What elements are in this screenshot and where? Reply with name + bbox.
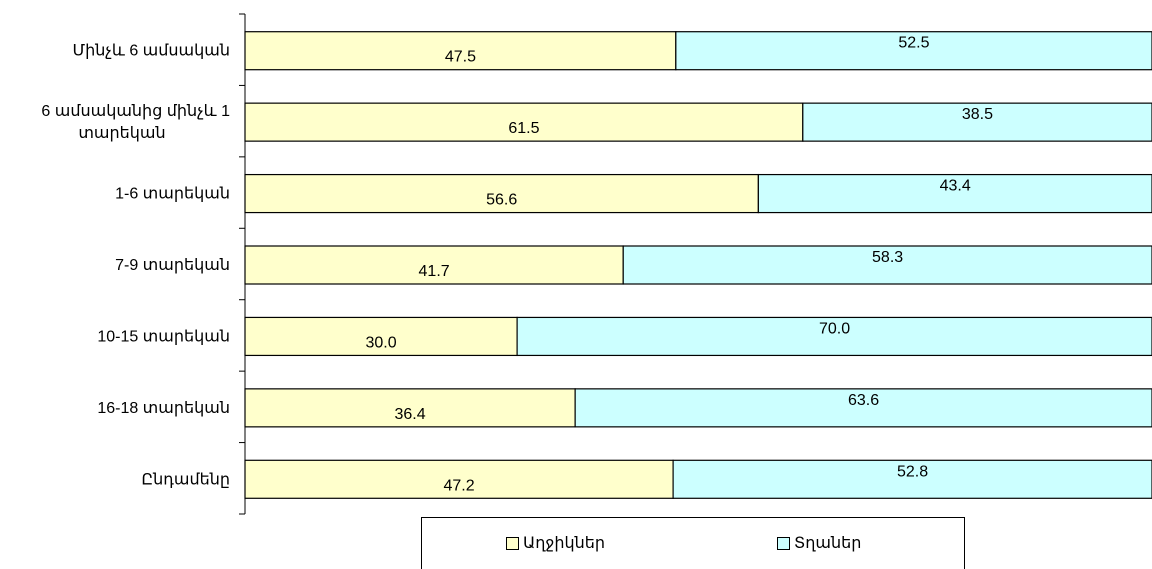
legend-label-boys: Տղաներ: [794, 535, 862, 552]
legend-swatch-boys: [777, 536, 790, 550]
data-label-boys: 63.6: [848, 392, 879, 409]
bar-boys: [675, 31, 1152, 71]
data-label-girls: 30.0: [365, 334, 396, 351]
legend-item-girls: Աղջիկներ: [506, 533, 605, 553]
category-label: 16-18 տարեկան: [97, 400, 230, 417]
bar-boys: [622, 245, 1152, 285]
data-label-boys: 43.4: [940, 178, 971, 195]
category-label: 6 ամսականից մինչև 1: [41, 103, 230, 120]
data-label-girls: 36.4: [395, 406, 426, 423]
category-label: 10-15 տարեկան: [97, 328, 230, 345]
category-label: Ընդամենը: [141, 471, 230, 488]
legend-item-boys: Տղաներ: [777, 533, 861, 553]
legend-swatch-girls: [506, 536, 519, 550]
bar-boys: [516, 316, 1152, 357]
data-label-girls: 61.5: [508, 120, 539, 137]
category-label: 7-9 տարեկան: [115, 257, 230, 274]
bar-girls: [244, 388, 576, 428]
bar-boys: [672, 459, 1152, 499]
bar-boys: [757, 173, 1152, 214]
data-label-boys: 52.8: [897, 463, 928, 480]
data-label-boys: 58.3: [872, 249, 903, 266]
data-label-boys: 52.5: [898, 35, 929, 52]
bar-girls: [244, 173, 759, 214]
data-label-girls: 56.6: [486, 192, 517, 209]
data-label-girls: 47.5: [445, 49, 476, 66]
bar-boys: [574, 388, 1152, 428]
data-label-boys: 70.0: [819, 320, 850, 337]
data-label-girls: 41.7: [419, 263, 450, 280]
data-label-boys: 38.5: [962, 106, 993, 123]
bar-girls: [244, 102, 804, 142]
legend: Աղջիկներ Տղաներ: [421, 517, 965, 569]
category-label: տարեկան: [78, 125, 165, 142]
category-label: 1-6 տարեկան: [115, 186, 230, 203]
data-label-girls: 47.2: [443, 477, 474, 494]
bar-girls: [244, 459, 674, 499]
bar-girls: [244, 245, 624, 285]
bar-boys: [802, 102, 1152, 142]
legend-label-girls: Աղջիկներ: [523, 535, 606, 552]
category-label: Մինչև 6 ամսական: [72, 43, 230, 60]
